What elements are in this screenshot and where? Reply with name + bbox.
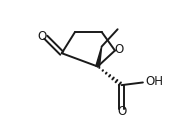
Polygon shape <box>96 47 102 67</box>
Text: O: O <box>117 105 126 118</box>
Text: O: O <box>38 30 47 43</box>
Text: OH: OH <box>146 75 164 88</box>
Text: O: O <box>114 43 124 56</box>
